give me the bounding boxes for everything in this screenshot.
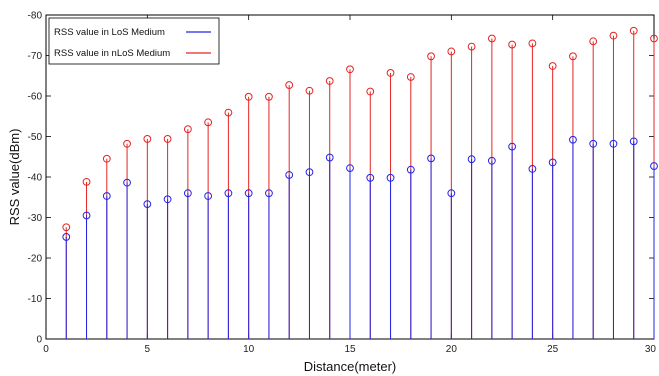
stem-marker-los bbox=[650, 162, 658, 170]
stem-marker-los bbox=[467, 155, 476, 164]
x-tick-label: 0 bbox=[43, 344, 49, 355]
x-tick-label: 10 bbox=[243, 344, 255, 355]
stem-marker-nlos bbox=[224, 108, 233, 117]
stem-marker-los bbox=[163, 195, 172, 204]
stem-marker-nlos bbox=[102, 154, 111, 163]
y-tick-label: -40 bbox=[28, 173, 43, 184]
stem-marker-los bbox=[406, 165, 415, 174]
stem-marker-nlos bbox=[123, 139, 131, 148]
legend-label-los: RSS value in LoS Medium bbox=[54, 27, 165, 38]
x-tick-label: 25 bbox=[547, 344, 559, 355]
stem-marker-nlos bbox=[163, 135, 172, 143]
stem-marker-nlos bbox=[548, 62, 557, 70]
stem-marker-los bbox=[82, 211, 91, 220]
stem-marker-los bbox=[528, 165, 537, 173]
x-tick-label: 20 bbox=[446, 344, 458, 355]
y-axis-label: RSS value(dBm) bbox=[7, 129, 22, 226]
stem-marker-los bbox=[548, 158, 557, 167]
legend-box bbox=[48, 17, 220, 65]
stem-marker-los bbox=[569, 135, 577, 144]
stem-marker-nlos bbox=[508, 40, 517, 49]
stem-marker-nlos bbox=[528, 39, 537, 48]
y-tick-label: -20 bbox=[28, 254, 43, 265]
stem-marker-nlos bbox=[244, 92, 253, 101]
x-axis-label: Distance(meter) bbox=[304, 359, 396, 374]
stem-marker-nlos bbox=[650, 34, 658, 43]
stem-marker-nlos bbox=[204, 118, 213, 127]
stem-marker-los bbox=[265, 189, 273, 198]
y-tick-label: 0 bbox=[36, 335, 42, 346]
stem-marker-nlos bbox=[589, 37, 598, 46]
stem-marker-nlos bbox=[62, 223, 71, 232]
y-tick-label: -70 bbox=[28, 51, 43, 62]
stem-marker-nlos bbox=[609, 31, 618, 40]
stem-marker-los bbox=[487, 156, 496, 165]
x-tick-label: 15 bbox=[344, 344, 356, 355]
stem-marker-nlos bbox=[183, 125, 192, 134]
stem-marker-los bbox=[305, 168, 314, 177]
stem-marker-nlos bbox=[386, 69, 395, 77]
y-tick-label: -80 bbox=[28, 11, 43, 22]
stem-marker-nlos bbox=[285, 81, 294, 89]
stem-marker-los bbox=[366, 173, 375, 182]
stem-marker-los bbox=[609, 139, 618, 148]
stem-marker-los bbox=[123, 178, 131, 187]
stem-marker-los bbox=[325, 153, 334, 162]
stem-marker-nlos bbox=[569, 52, 577, 61]
stem-marker-los bbox=[204, 192, 213, 200]
stem-marker-nlos bbox=[366, 87, 375, 96]
stem-marker-los bbox=[427, 154, 435, 163]
stem-marker-nlos bbox=[427, 52, 435, 61]
y-axis-ticks: 0 -10 -20 -30 -40 -50 -60 -70 -80 bbox=[28, 11, 654, 346]
stem-marker-nlos bbox=[143, 135, 152, 143]
stem-marker-los bbox=[346, 164, 354, 172]
stem-marker-los bbox=[386, 173, 395, 182]
x-tick-label: 5 bbox=[145, 344, 151, 355]
stem-marker-los bbox=[62, 233, 71, 241]
stem-marker-nlos bbox=[265, 92, 273, 101]
y-tick-label: -50 bbox=[28, 132, 43, 143]
stem-marker-los bbox=[629, 137, 638, 146]
stem-marker-los bbox=[285, 171, 294, 179]
stem-marker-nlos bbox=[346, 65, 354, 74]
stem-marker-nlos bbox=[629, 26, 638, 35]
y-tick-label: -60 bbox=[28, 92, 43, 103]
stem-marker-los bbox=[102, 192, 111, 200]
stem-marker-nlos bbox=[305, 86, 314, 95]
stem-marker-los bbox=[224, 189, 233, 198]
stem-marker-nlos bbox=[82, 177, 91, 186]
stem-marker-nlos bbox=[325, 77, 334, 85]
y-tick-label: -10 bbox=[28, 294, 43, 305]
y-tick-label: -30 bbox=[28, 213, 43, 224]
stem-marker-los bbox=[143, 200, 152, 209]
legend-label-nlos: RSS value in nLoS Medium bbox=[54, 48, 170, 59]
stem-marker-nlos bbox=[406, 73, 415, 81]
data-stems bbox=[62, 26, 658, 339]
stem-marker-los bbox=[183, 189, 192, 198]
stem-marker-nlos bbox=[487, 34, 496, 43]
stem-marker-los bbox=[244, 189, 253, 198]
x-tick-label: 30 bbox=[645, 344, 657, 355]
legend: RSS value in LoS Medium RSS value in nLo… bbox=[48, 17, 220, 65]
stem-marker-nlos bbox=[467, 42, 476, 51]
stem-marker-nlos bbox=[447, 47, 456, 56]
stem-marker-los bbox=[589, 139, 598, 148]
stem-marker-los bbox=[508, 142, 517, 151]
stem-marker-los bbox=[447, 189, 456, 198]
